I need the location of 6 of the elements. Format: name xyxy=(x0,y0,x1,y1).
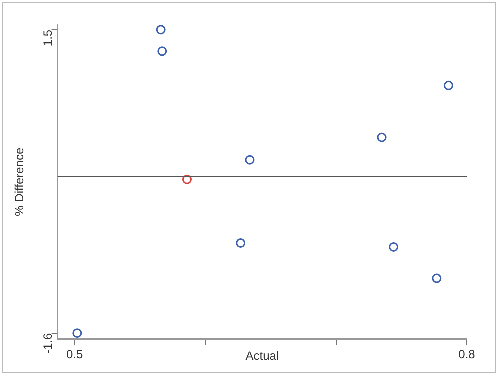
y-tick-label: 1.5 xyxy=(41,30,56,47)
x-tick-label: 0.8 xyxy=(458,348,476,362)
y-tick-label: -1.6 xyxy=(41,333,56,354)
x-axis-title: Actual xyxy=(246,349,280,364)
x-tick-label: 0.5 xyxy=(66,348,84,362)
y-axis-title: % Difference xyxy=(12,148,27,216)
